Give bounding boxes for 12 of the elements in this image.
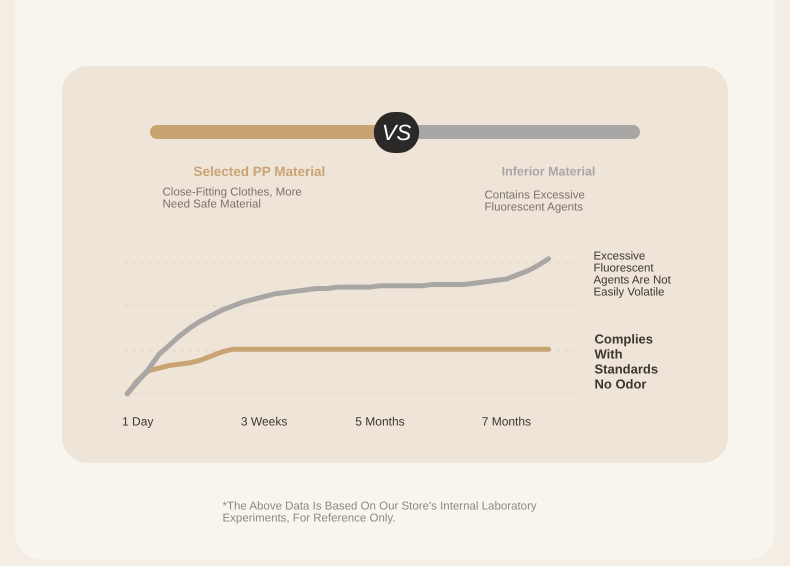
text: Complies With Standards No Odor [594,332,658,392]
text: Inferior Material [502,164,596,178]
text: Excessive Fluorescent Agents Are Not Easily Volatile [594,250,672,298]
x-tick-label: 3 Weeks [240,414,288,428]
text: *The Above Data Is Based On Our Store's Internal Laboratory Experiments, For Reference Only. [222,500,537,524]
text: Contains Excessive Fluorescent Agents [484,190,585,214]
text: VS [382,120,412,145]
x-tick-label: 5 Months [355,414,405,428]
x-tick-label: 7 Months [482,414,532,428]
x-tick-label: 1 Day [122,414,154,428]
text: Selected PP Material [193,164,326,179]
text: Close-Fitting Clothes, More Need Safe Material [162,186,302,210]
